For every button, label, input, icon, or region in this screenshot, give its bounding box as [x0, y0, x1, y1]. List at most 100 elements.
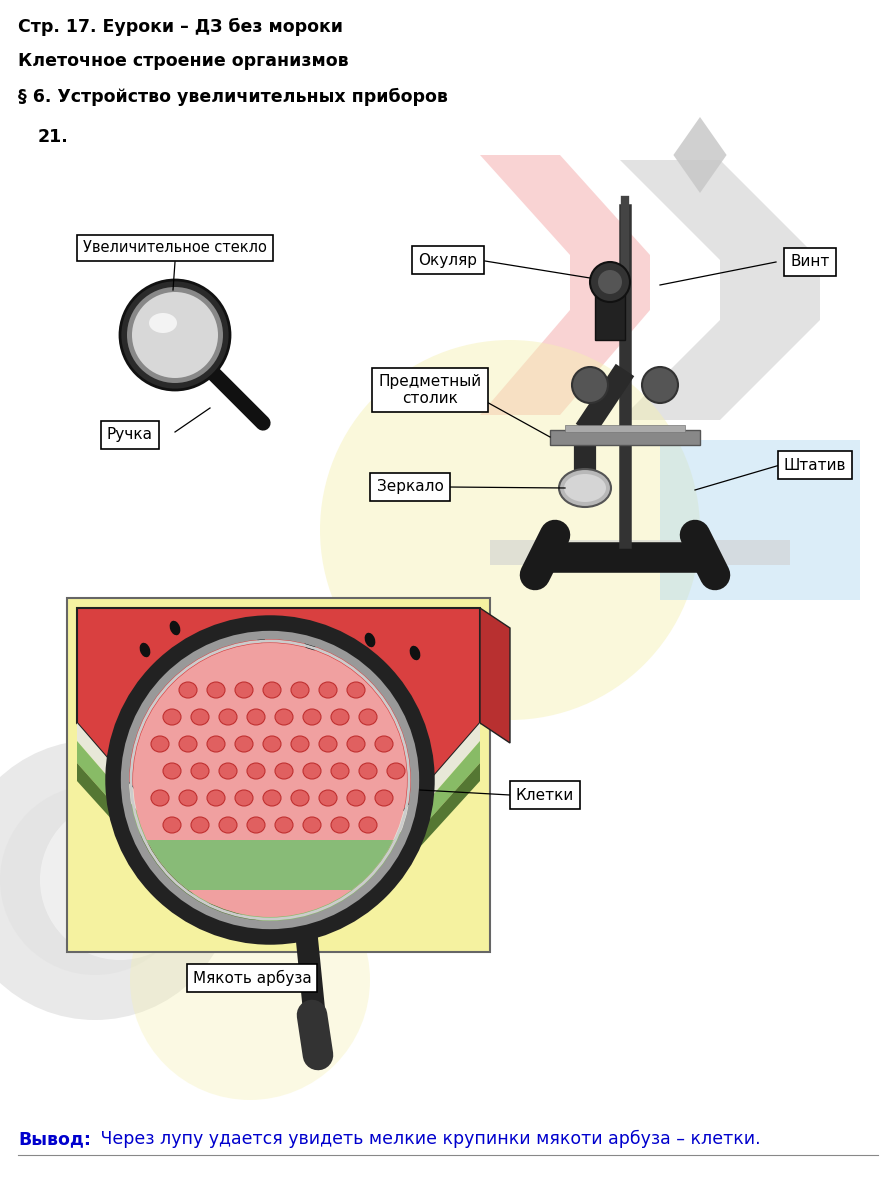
Polygon shape: [67, 598, 490, 951]
Ellipse shape: [305, 638, 315, 652]
Ellipse shape: [179, 736, 197, 752]
Ellipse shape: [207, 681, 225, 698]
Polygon shape: [550, 430, 700, 444]
Ellipse shape: [359, 763, 377, 779]
Ellipse shape: [275, 763, 293, 779]
Text: Зеркало: Зеркало: [376, 480, 444, 494]
Ellipse shape: [247, 709, 265, 725]
Ellipse shape: [219, 817, 237, 834]
Ellipse shape: [275, 709, 293, 725]
Polygon shape: [135, 839, 405, 890]
Ellipse shape: [247, 763, 265, 779]
Circle shape: [0, 740, 235, 1020]
Circle shape: [40, 801, 200, 960]
Ellipse shape: [303, 871, 321, 887]
Ellipse shape: [191, 817, 209, 834]
Circle shape: [572, 367, 608, 403]
Text: Мякоть арбуза: Мякоть арбуза: [193, 970, 312, 986]
Circle shape: [130, 859, 370, 1100]
Ellipse shape: [347, 736, 365, 752]
Text: Предметный
столик: Предметный столик: [378, 374, 481, 407]
Ellipse shape: [151, 790, 169, 806]
Ellipse shape: [331, 817, 349, 834]
Text: Через лупу удается увидеть мелкие крупинки мякоти арбуза – клетки.: Через лупу удается увидеть мелкие крупин…: [95, 1129, 761, 1148]
Text: Винт: Винт: [790, 255, 830, 270]
Text: Клеточное строение организмов: Клеточное строение организмов: [18, 52, 349, 70]
Text: § 6. Устройство увеличительных приборов: § 6. Устройство увеличительных приборов: [18, 88, 448, 106]
Ellipse shape: [409, 646, 420, 660]
Ellipse shape: [275, 817, 293, 834]
Ellipse shape: [559, 469, 611, 507]
Circle shape: [132, 292, 218, 378]
Circle shape: [590, 262, 630, 302]
Ellipse shape: [375, 790, 393, 806]
Polygon shape: [620, 160, 820, 420]
Ellipse shape: [179, 790, 197, 806]
Ellipse shape: [331, 709, 349, 725]
Polygon shape: [595, 285, 625, 340]
Ellipse shape: [247, 871, 265, 887]
Ellipse shape: [219, 763, 237, 779]
Text: Увеличительное стекло: Увеличительное стекло: [83, 241, 267, 256]
Polygon shape: [480, 608, 510, 743]
Ellipse shape: [191, 871, 209, 887]
Ellipse shape: [191, 763, 209, 779]
Ellipse shape: [319, 681, 337, 698]
Polygon shape: [674, 117, 727, 193]
Ellipse shape: [219, 709, 237, 725]
Polygon shape: [77, 608, 480, 893]
Text: Штатив: Штатив: [784, 457, 846, 473]
Ellipse shape: [163, 709, 181, 725]
Ellipse shape: [207, 844, 225, 859]
Text: 21.: 21.: [38, 129, 69, 146]
Ellipse shape: [331, 871, 349, 887]
Ellipse shape: [375, 736, 393, 752]
Polygon shape: [660, 440, 860, 600]
Ellipse shape: [291, 681, 309, 698]
Ellipse shape: [263, 736, 281, 752]
Ellipse shape: [235, 844, 253, 859]
Polygon shape: [480, 154, 650, 415]
Text: Клетки: Клетки: [516, 788, 574, 803]
Ellipse shape: [319, 844, 337, 859]
Circle shape: [320, 340, 700, 720]
Ellipse shape: [235, 790, 253, 806]
Ellipse shape: [303, 817, 321, 834]
Ellipse shape: [291, 844, 309, 859]
Ellipse shape: [254, 627, 265, 643]
Ellipse shape: [140, 643, 151, 657]
Ellipse shape: [319, 736, 337, 752]
Ellipse shape: [564, 474, 606, 502]
Ellipse shape: [179, 681, 197, 698]
Ellipse shape: [247, 817, 265, 834]
Ellipse shape: [179, 844, 197, 859]
Ellipse shape: [149, 312, 177, 332]
Ellipse shape: [235, 736, 253, 752]
Ellipse shape: [207, 790, 225, 806]
Ellipse shape: [163, 763, 181, 779]
Ellipse shape: [347, 790, 365, 806]
Polygon shape: [490, 540, 790, 565]
Text: Ручка: Ручка: [107, 428, 153, 442]
Ellipse shape: [319, 790, 337, 806]
Ellipse shape: [219, 871, 237, 887]
Ellipse shape: [163, 817, 181, 834]
Ellipse shape: [235, 681, 253, 698]
Ellipse shape: [263, 790, 281, 806]
Circle shape: [0, 785, 190, 975]
Text: Вывод:: Вывод:: [18, 1129, 91, 1148]
Ellipse shape: [359, 817, 377, 834]
Circle shape: [642, 367, 678, 403]
Text: Стр. 17. Еуроки – ДЗ без мороки: Стр. 17. Еуроки – ДЗ без мороки: [18, 18, 343, 37]
Ellipse shape: [263, 681, 281, 698]
Ellipse shape: [151, 736, 169, 752]
Ellipse shape: [263, 844, 281, 859]
Polygon shape: [77, 740, 480, 927]
Ellipse shape: [275, 871, 293, 887]
Ellipse shape: [365, 633, 375, 647]
Ellipse shape: [169, 621, 180, 635]
Text: Окуляр: Окуляр: [418, 252, 478, 268]
Ellipse shape: [303, 709, 321, 725]
Circle shape: [127, 286, 223, 383]
Circle shape: [120, 279, 230, 390]
